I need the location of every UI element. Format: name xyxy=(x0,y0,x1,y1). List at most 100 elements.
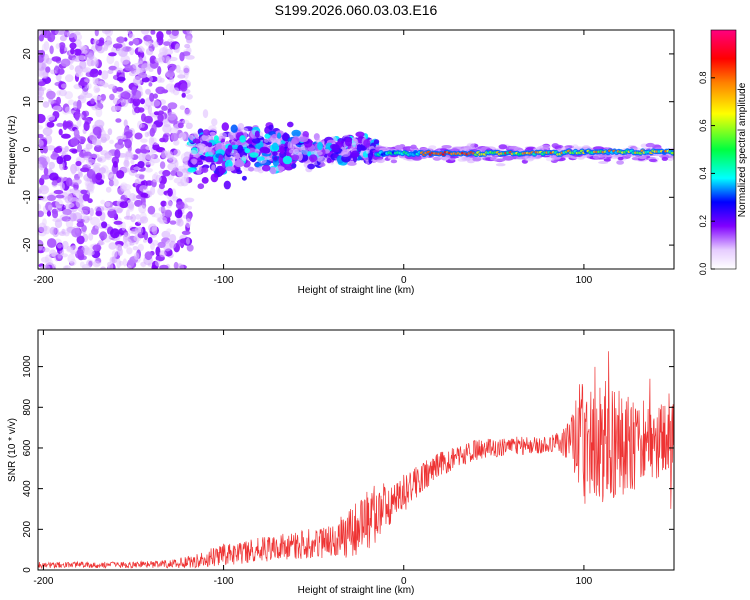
heatmap-cell xyxy=(38,140,44,147)
heatmap-cell xyxy=(62,208,72,216)
heatmap-cell xyxy=(38,61,46,71)
heatmap-cell xyxy=(169,76,175,83)
heatmap-cell xyxy=(185,94,193,100)
heatmap-cell xyxy=(398,155,407,159)
heatmap-cell xyxy=(99,80,104,86)
heatmap-cell xyxy=(80,68,89,73)
heatmap-cell xyxy=(46,210,52,217)
heatmap-cell xyxy=(179,52,185,62)
heatmap-cell xyxy=(42,101,50,108)
spectrogram-y-label: Frequency (Hz) xyxy=(7,116,18,185)
heatmap-cell xyxy=(271,142,279,151)
heatmap-cell xyxy=(119,201,129,209)
heatmap-cell xyxy=(279,145,285,155)
heatmap-cell xyxy=(196,145,204,154)
heatmap-cell xyxy=(410,144,417,150)
heatmap-cell xyxy=(148,82,153,87)
heatmap-cell xyxy=(151,224,158,235)
heatmap-cell xyxy=(79,261,85,268)
heatmap-cell xyxy=(269,166,277,175)
heatmap-cell xyxy=(71,149,78,154)
heatmap-cell xyxy=(376,158,385,164)
heatmap-cell xyxy=(67,99,75,106)
heatmap-cell xyxy=(47,204,53,210)
heatmap-cell xyxy=(84,92,93,98)
heatmap-cell xyxy=(157,113,164,123)
heatmap-cell xyxy=(248,166,255,172)
colorbar-ticks: 0.0 0.2 0.4 0.6 0.8 xyxy=(698,72,715,275)
heatmap-cell xyxy=(211,164,216,172)
heatmap-cell xyxy=(186,244,194,252)
heatmap-cell xyxy=(191,159,197,165)
heatmap-cell xyxy=(124,189,131,198)
heatmap-cell xyxy=(190,163,199,168)
heatmap-cell xyxy=(603,158,611,162)
snr-frame xyxy=(37,329,675,571)
heatmap-cell xyxy=(116,258,121,269)
heatmap-cell xyxy=(71,57,78,62)
heatmap-cell xyxy=(135,90,142,99)
colorbar: 0.0 0.2 0.4 0.6 0.8 Normalized spectral ampl… xyxy=(698,29,748,275)
heatmap-cell xyxy=(638,155,647,160)
heatmap-cell xyxy=(390,159,398,164)
heatmap-cell xyxy=(159,137,166,143)
heatmap-cell xyxy=(166,30,172,35)
heatmap-cell xyxy=(463,145,476,150)
heatmap-cell xyxy=(598,161,609,164)
heatmap-cell xyxy=(41,43,47,52)
heatmap-cell xyxy=(259,146,269,153)
heatmap-cell xyxy=(41,174,50,180)
heatmap-cell xyxy=(67,253,75,264)
heatmap-cell xyxy=(237,144,244,153)
heatmap-cell xyxy=(57,254,62,259)
heatmap-cell xyxy=(93,144,103,153)
heatmap-cell xyxy=(79,60,87,70)
heatmap-cell xyxy=(373,139,380,145)
heatmap-cell xyxy=(307,163,315,170)
heatmap-cell xyxy=(264,138,269,143)
heatmap-cell xyxy=(147,237,153,244)
heatmap-cell xyxy=(184,108,192,116)
heatmap-cell xyxy=(181,230,191,235)
heatmap-cell xyxy=(122,258,127,267)
heatmap-cell xyxy=(175,201,185,210)
heatmap-cell xyxy=(158,206,166,212)
heatmap-cell xyxy=(97,157,103,162)
heatmap-cell xyxy=(116,87,124,92)
heatmap-cell xyxy=(49,45,54,55)
heatmap-cell xyxy=(70,250,76,255)
heatmap-cell xyxy=(172,87,180,96)
heatmap-cell xyxy=(120,98,129,108)
heatmap-cell xyxy=(235,152,240,160)
heatmap-cell xyxy=(54,219,63,229)
heatmap-cell xyxy=(347,161,357,166)
heatmap-cell xyxy=(133,252,140,260)
heatmap-cell xyxy=(63,154,72,161)
heatmap-cell xyxy=(165,200,173,209)
heatmap-cell xyxy=(38,160,41,168)
heatmap-cell xyxy=(47,32,56,43)
heatmap-cell xyxy=(71,168,76,175)
heatmap-cell xyxy=(61,228,66,235)
heatmap-cell xyxy=(158,183,165,190)
heatmap-cell xyxy=(101,129,106,140)
heatmap-cell xyxy=(204,156,214,163)
heatmap-cell xyxy=(645,142,655,148)
heatmap-cell xyxy=(101,70,109,80)
heatmap-cell xyxy=(171,30,179,37)
heatmap-cell xyxy=(74,110,80,121)
heatmap-cell xyxy=(132,246,139,251)
heatmap-cell xyxy=(75,198,84,209)
heatmap-cell xyxy=(63,232,70,237)
heatmap-cell xyxy=(55,199,64,209)
heatmap-cell xyxy=(38,113,46,124)
heatmap-cell xyxy=(94,58,99,68)
heatmap-cell xyxy=(40,256,50,263)
heatmap-cell xyxy=(159,161,166,170)
heatmap-cell xyxy=(195,165,203,175)
snr-series-line xyxy=(38,351,674,570)
heatmap-cell xyxy=(192,138,201,144)
y-tick-label: 600 xyxy=(22,439,33,456)
heatmap-cell xyxy=(56,122,64,127)
heatmap-cell xyxy=(55,43,61,49)
